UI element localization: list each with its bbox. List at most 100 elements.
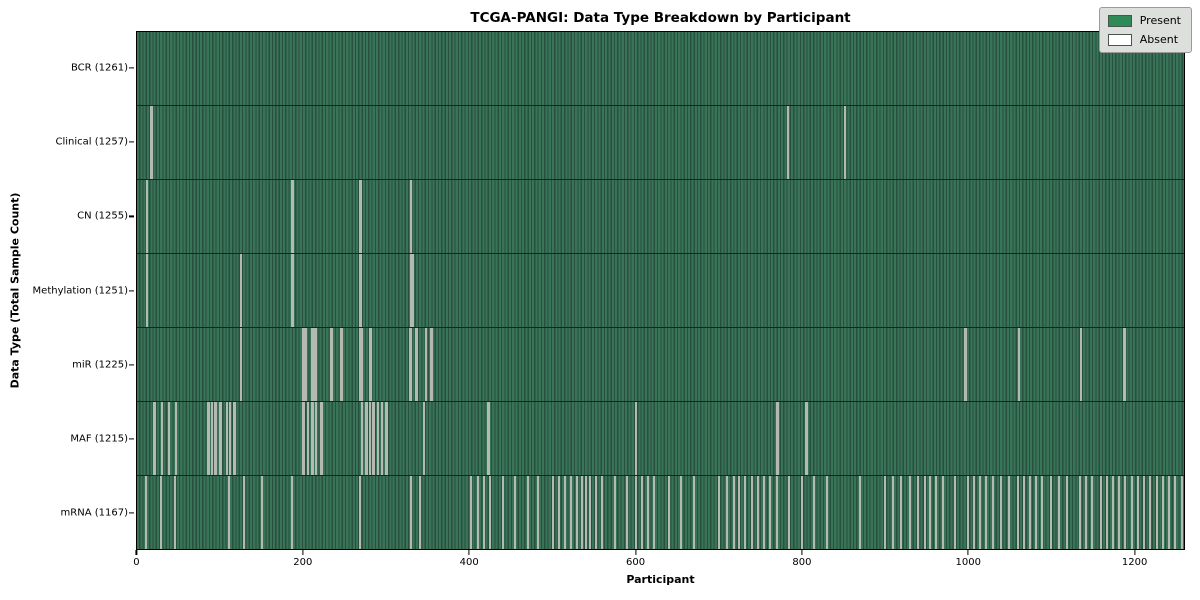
heatmap-row-clinical bbox=[137, 105, 1184, 179]
absent-mark bbox=[787, 106, 790, 179]
absent-mark bbox=[558, 476, 561, 549]
heatmap-row-mir bbox=[137, 327, 1184, 401]
absent-mark bbox=[360, 328, 363, 401]
y-axis-label: Data Type (Total Sample Count) bbox=[8, 192, 22, 389]
chart-title: TCGA-PANGI: Data Type Breakdown by Parti… bbox=[470, 10, 851, 26]
absent-mark bbox=[966, 476, 969, 549]
absent-mark bbox=[1034, 476, 1037, 549]
absent-mark bbox=[144, 476, 147, 549]
y-tick-label-maf: MAF (1215) bbox=[70, 433, 128, 445]
absent-mark bbox=[311, 402, 314, 475]
absent-mark bbox=[805, 402, 808, 475]
absent-mark bbox=[1028, 476, 1031, 549]
x-tick-label-1000: 1000 bbox=[955, 557, 982, 568]
absent-mark bbox=[626, 476, 629, 549]
absent-mark bbox=[825, 476, 828, 549]
absent-mark bbox=[613, 476, 616, 549]
absent-mark bbox=[991, 476, 994, 549]
present-swatch bbox=[1107, 14, 1132, 27]
absent-mark bbox=[858, 476, 861, 549]
absent-mark bbox=[954, 476, 957, 549]
absent-mark bbox=[843, 106, 846, 179]
absent-mark bbox=[159, 476, 162, 549]
absent-mark bbox=[569, 476, 572, 549]
absent-mark bbox=[1124, 328, 1127, 401]
absent-mark bbox=[489, 476, 492, 549]
absent-mark bbox=[470, 476, 473, 549]
absent-mark bbox=[923, 476, 926, 549]
absent-mark bbox=[359, 254, 362, 327]
absent-mark bbox=[584, 476, 587, 549]
absent-mark bbox=[647, 476, 650, 549]
absent-mark bbox=[634, 402, 637, 475]
absent-mark bbox=[941, 476, 944, 549]
absent-mark bbox=[916, 476, 919, 549]
absent-mark bbox=[1131, 476, 1134, 549]
absent-mark bbox=[207, 402, 210, 475]
absent-mark bbox=[763, 476, 766, 549]
absent-mark bbox=[487, 402, 490, 475]
absent-mark bbox=[717, 476, 720, 549]
absent-mark bbox=[1174, 476, 1177, 549]
absent-mark bbox=[425, 328, 428, 401]
absent-mark bbox=[738, 476, 741, 549]
absent-mark bbox=[290, 476, 293, 549]
absent-mark bbox=[1084, 476, 1087, 549]
absent-mark bbox=[908, 476, 911, 549]
x-tick-mark bbox=[634, 550, 637, 555]
absent-mark bbox=[240, 254, 243, 327]
absent-mark bbox=[410, 476, 413, 549]
x-tick-label-1200: 1200 bbox=[1121, 557, 1148, 568]
absent-mark bbox=[1180, 476, 1183, 549]
absent-mark bbox=[564, 476, 567, 549]
absent-mark bbox=[744, 476, 747, 549]
y-tick-mark bbox=[129, 364, 134, 366]
heatmap-row-cn bbox=[137, 179, 1184, 253]
y-tick-mark bbox=[129, 289, 134, 292]
x-tick-mark bbox=[135, 550, 137, 555]
absent-mark bbox=[303, 402, 306, 475]
absent-mark bbox=[226, 402, 229, 475]
legend-present-label: Present bbox=[1139, 14, 1181, 27]
absent-mark bbox=[220, 402, 223, 475]
absent-mark bbox=[1078, 476, 1081, 549]
x-tick-mark bbox=[1134, 550, 1136, 555]
absent-mark bbox=[1018, 328, 1021, 401]
absent-mark bbox=[935, 476, 938, 549]
absent-mark bbox=[431, 328, 434, 401]
absent-mark bbox=[526, 476, 529, 549]
absent-mark bbox=[641, 476, 644, 549]
y-tick-mark bbox=[129, 215, 134, 217]
y-tick-label-bcr: BCR (1261) bbox=[70, 62, 128, 74]
x-axis-label: Participant bbox=[626, 573, 695, 586]
absent-mark bbox=[365, 402, 368, 475]
absent-mark bbox=[175, 402, 178, 475]
absent-mark bbox=[680, 476, 683, 549]
y-tick-label-clinical: Clinical (1257) bbox=[55, 136, 129, 148]
x-tick-mark bbox=[302, 550, 304, 555]
absent-mark bbox=[999, 476, 1002, 549]
absent-mark bbox=[1136, 476, 1139, 549]
y-tick-mark bbox=[129, 141, 134, 143]
absent-mark bbox=[307, 402, 310, 475]
absent-mark bbox=[788, 476, 791, 549]
absent-mark bbox=[984, 476, 987, 549]
absent-mark bbox=[320, 402, 323, 475]
absent-mark bbox=[227, 476, 230, 549]
absent-mark bbox=[416, 328, 419, 401]
x-tick-mark bbox=[468, 550, 470, 555]
absent-mark bbox=[551, 476, 554, 549]
y-tick-label-methylation: Methylation (1251) bbox=[32, 285, 128, 296]
absent-mark bbox=[418, 476, 421, 549]
absent-mark bbox=[732, 476, 735, 549]
absent-mark bbox=[800, 476, 803, 549]
y-tick-mark bbox=[129, 67, 134, 69]
heatmap-row-bcr bbox=[137, 32, 1184, 105]
absent-mark bbox=[900, 476, 903, 549]
absent-mark bbox=[381, 402, 384, 475]
absent-mark bbox=[483, 476, 486, 549]
absent-mark bbox=[576, 476, 579, 549]
absent-mark bbox=[150, 106, 153, 179]
heatmap-row-maf bbox=[137, 401, 1184, 475]
